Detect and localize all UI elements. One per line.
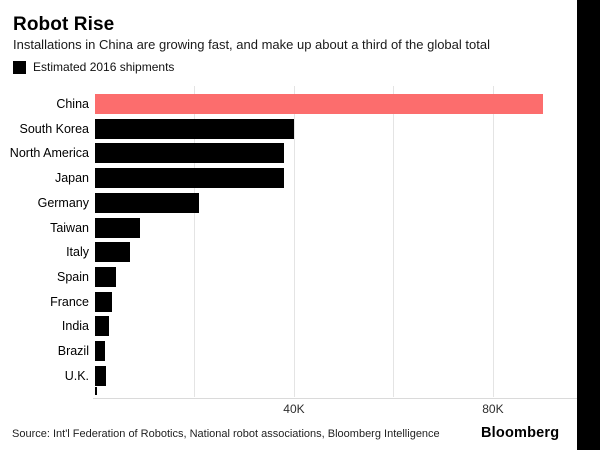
category-label-china: China xyxy=(56,97,89,111)
gridline-80k xyxy=(492,86,494,397)
bar-italy xyxy=(95,242,130,263)
x-tick-label-40k: 40K xyxy=(283,402,305,416)
gridline-20k xyxy=(194,86,196,397)
category-label-italy: Italy xyxy=(66,245,89,260)
source-note: Source: Int'l Federation of Robotics, Na… xyxy=(12,428,440,440)
gridline-60k xyxy=(393,86,395,397)
bar-south-korea xyxy=(95,118,294,139)
gridline-40k xyxy=(293,86,295,397)
bar-taiwan xyxy=(95,217,140,238)
plot-area xyxy=(95,86,577,397)
bar-north-america xyxy=(95,143,285,164)
category-label-japan: Japan xyxy=(54,171,89,186)
x-tick-label-80k: 80K xyxy=(482,402,504,416)
chart-title: Robot Rise xyxy=(13,14,115,35)
category-label-taiwan: Taiwan xyxy=(50,220,89,235)
legend-swatch-icon xyxy=(13,61,26,74)
bar-japan xyxy=(95,168,285,189)
bar-germany xyxy=(95,192,200,213)
right-black-strip xyxy=(577,0,600,450)
chart-subtitle: Installations in China are growing fast,… xyxy=(13,37,490,52)
zero-tick xyxy=(95,387,97,395)
bar-india xyxy=(95,316,109,337)
bar-brazil xyxy=(95,341,105,362)
category-label-u-k-: U.K. xyxy=(64,368,89,383)
category-label-brazil: Brazil xyxy=(57,344,89,359)
bar-spain xyxy=(95,267,116,288)
bar-u-k- xyxy=(95,365,106,386)
category-label-france: France xyxy=(50,294,89,309)
bloomberg-logo: Bloomberg xyxy=(481,425,560,441)
category-label-india: India xyxy=(61,319,89,334)
category-label-north-america: North America xyxy=(9,146,89,161)
category-label-spain: Spain xyxy=(57,270,89,285)
category-label-germany: Germany xyxy=(37,195,89,210)
category-label-south-korea: South Korea xyxy=(19,121,90,136)
bar-france xyxy=(95,291,112,312)
legend-label: Estimated 2016 shipments xyxy=(33,60,175,74)
bar-china xyxy=(95,94,543,114)
x-axis-baseline xyxy=(93,398,577,399)
